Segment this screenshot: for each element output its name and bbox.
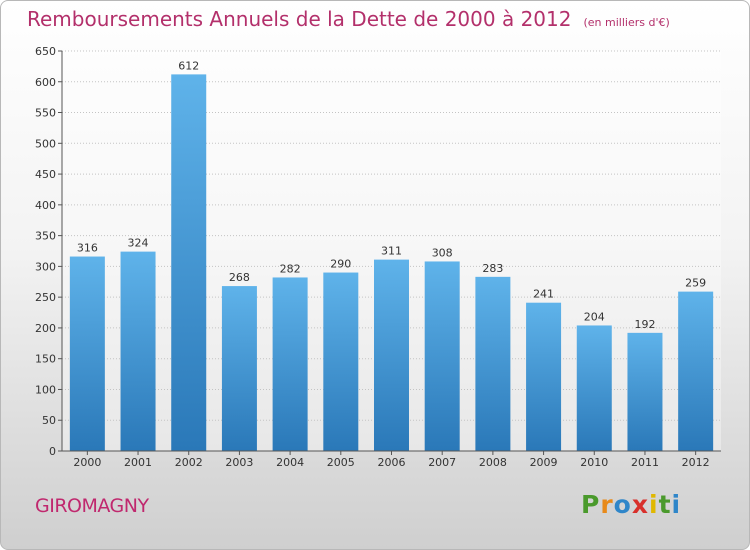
data-label: 192 [634, 318, 655, 331]
x-tick-label: 2000 [73, 456, 101, 469]
data-label: 316 [77, 242, 98, 255]
y-tick-label: 600 [35, 76, 56, 89]
proxiti-logo[interactable]: Proxiti [581, 490, 681, 519]
y-tick-label: 150 [35, 353, 56, 366]
logo-letter: t [658, 490, 672, 519]
y-tick-label: 350 [35, 230, 56, 243]
logo-letter: o [613, 490, 632, 519]
bar-2003[interactable] [221, 286, 257, 451]
bar-2007[interactable] [424, 261, 460, 451]
x-tick-label: 2009 [530, 456, 558, 469]
data-label: 308 [432, 246, 453, 259]
x-tick-label: 2002 [175, 456, 203, 469]
y-tick-label: 450 [35, 168, 56, 181]
bar-2005[interactable] [323, 272, 359, 451]
y-tick-label: 550 [35, 107, 56, 120]
y-tick-label: 100 [35, 383, 56, 396]
data-label: 324 [128, 237, 149, 250]
bar-2008[interactable] [475, 276, 511, 451]
bar-2004[interactable] [272, 277, 308, 451]
x-tick-label: 2006 [378, 456, 406, 469]
y-tick-label: 300 [35, 260, 56, 273]
logo-letter: P [581, 490, 601, 519]
y-tick-label: 200 [35, 322, 56, 335]
logo-letter: x [631, 490, 649, 519]
chart-subtitle: (en milliers d'€) [583, 16, 670, 29]
chart-title-main: Remboursements Annuels de la Dette de 20… [27, 7, 572, 31]
bar-2009[interactable] [526, 302, 562, 451]
y-tick-label: 0 [49, 445, 56, 458]
y-tick-label: 250 [35, 291, 56, 304]
data-label: 259 [685, 277, 706, 290]
x-tick-label: 2010 [580, 456, 608, 469]
bar-2000[interactable] [69, 256, 105, 451]
data-label: 268 [229, 271, 250, 284]
x-tick-label: 2008 [479, 456, 507, 469]
x-tick-label: 2011 [631, 456, 659, 469]
bar-2006[interactable] [374, 259, 409, 451]
x-tick-label: 2012 [682, 456, 710, 469]
x-tick-label: 2007 [428, 456, 456, 469]
y-tick-label: 650 [35, 45, 56, 58]
data-label: 282 [280, 262, 301, 275]
data-label: 283 [482, 262, 503, 275]
data-label: 612 [178, 59, 199, 72]
x-tick-label: 2003 [225, 456, 253, 469]
data-label: 311 [381, 245, 402, 258]
data-label: 290 [330, 258, 351, 271]
y-tick-label: 50 [42, 414, 56, 427]
city-name: GIROMAGNY [35, 495, 149, 517]
data-label: 241 [533, 288, 554, 301]
bar-2011[interactable] [627, 332, 663, 451]
data-label: 204 [584, 310, 605, 323]
bar-2010[interactable] [576, 325, 612, 451]
logo-letter: i [671, 490, 682, 519]
logo-letter: i [649, 490, 659, 519]
x-tick-label: 2001 [124, 456, 152, 469]
y-tick-label: 400 [35, 199, 56, 212]
bar-2012[interactable] [678, 291, 714, 451]
x-tick-label: 2005 [327, 456, 355, 469]
chart-title: Remboursements Annuels de la Dette de 20… [27, 7, 670, 31]
y-tick-label: 500 [35, 137, 56, 150]
logo-letter: r [600, 490, 614, 519]
x-tick-label: 2004 [276, 456, 304, 469]
bar-2002[interactable] [171, 74, 207, 451]
bar-2001[interactable] [120, 251, 156, 451]
